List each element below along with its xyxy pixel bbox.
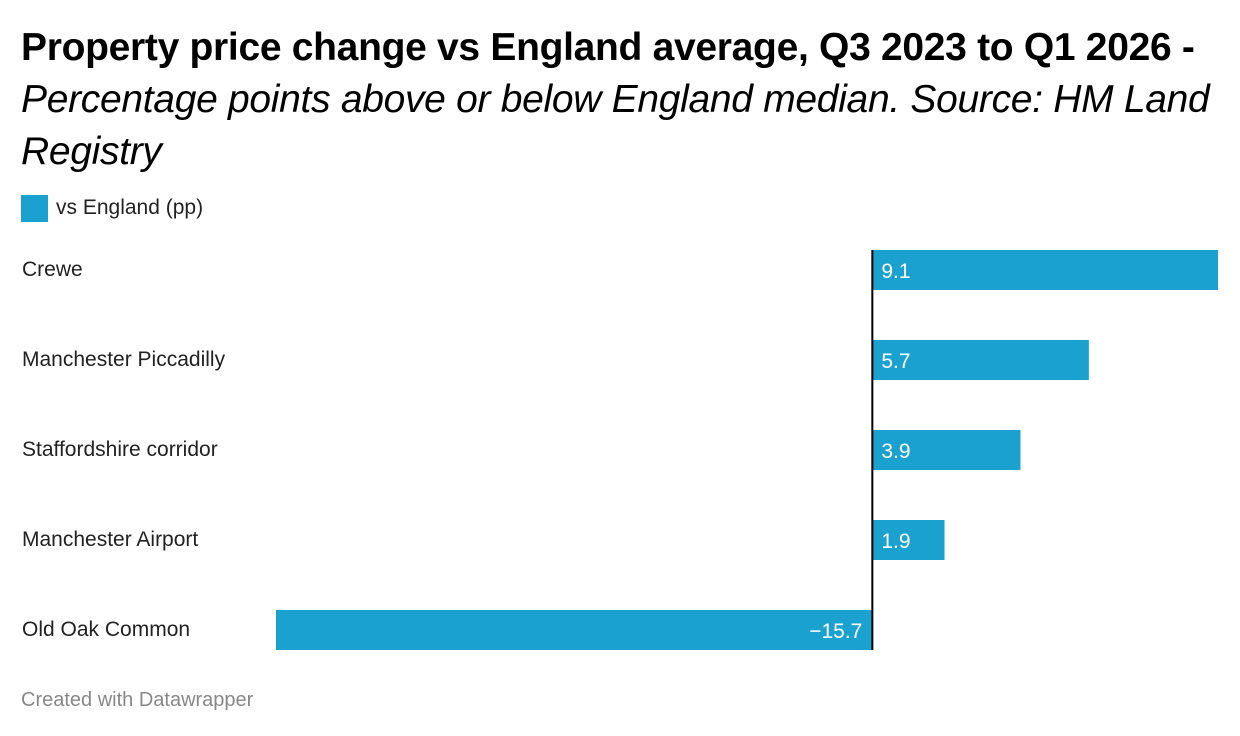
value-label: 5.7 bbox=[881, 350, 910, 373]
bar bbox=[872, 340, 1089, 380]
bar bbox=[872, 520, 945, 560]
legend-label: vs England (pp) bbox=[56, 196, 204, 219]
bar bbox=[872, 430, 1021, 470]
value-label: 3.9 bbox=[881, 440, 910, 463]
bar bbox=[872, 250, 1218, 290]
category-label: Crewe bbox=[22, 258, 83, 281]
legend: vs England (pp) bbox=[21, 194, 203, 222]
title-text: Property price change vs England average… bbox=[21, 26, 1172, 69]
category-label: Old Oak Common bbox=[22, 618, 190, 641]
value-label: −15.7 bbox=[809, 620, 862, 643]
credit-text: Created with Datawrapper bbox=[21, 689, 254, 711]
value-label: 1.9 bbox=[881, 530, 910, 553]
title-separator: - bbox=[1171, 26, 1195, 69]
category-label: Staffordshire corridor bbox=[22, 438, 218, 461]
category-label: Manchester Piccadilly bbox=[22, 348, 226, 371]
value-label: 9.1 bbox=[881, 260, 910, 283]
legend-swatch bbox=[21, 194, 48, 222]
chart-subtitle: Percentage points above or below England… bbox=[21, 78, 1210, 173]
category-label: Manchester Airport bbox=[22, 528, 198, 551]
bar bbox=[276, 610, 873, 650]
chart-title: Property price change vs England average… bbox=[21, 22, 1216, 178]
